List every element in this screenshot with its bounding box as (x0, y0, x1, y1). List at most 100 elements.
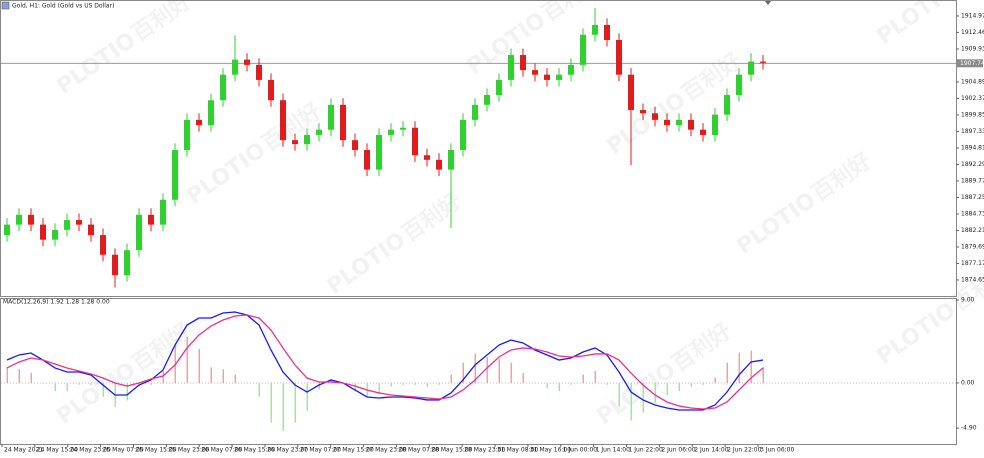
candle-body (436, 159, 442, 170)
candle-body (100, 235, 106, 255)
candle-body (388, 129, 394, 135)
macd-histogram-bar (126, 382, 128, 401)
macd-y-tick-label: 9.00 (961, 297, 975, 304)
x-tick-label: 25 May 15:00 (135, 447, 176, 454)
x-tick-label: 26 May 15:00 (234, 447, 275, 454)
candle-body (376, 134, 382, 170)
macd-y-tick-label: 0.00 (961, 379, 975, 386)
candle-body (148, 214, 154, 225)
x-tick-label: 24 May 23:00 (70, 447, 111, 454)
candle-body (316, 129, 322, 135)
macd-histogram-bar (234, 374, 236, 383)
candle-body (268, 79, 274, 101)
candle-body (712, 114, 718, 135)
candle-body (616, 39, 622, 75)
candle-body (172, 149, 178, 200)
macd-histogram-bar (570, 382, 572, 385)
macd-histogram-bar (750, 350, 752, 383)
y-tick-label: 1914.97 (961, 12, 984, 19)
x-tick-label: 1 Jun 22:00 (629, 447, 663, 454)
x-tick-label: 24 May 15:00 (37, 447, 78, 454)
macd-histogram-bar (222, 369, 224, 383)
candle-body (520, 55, 526, 71)
macd-histogram-bar (390, 382, 392, 387)
x-tick-label: 2 Jun 14:00 (694, 447, 728, 454)
candle-body (52, 229, 58, 240)
candle-body (16, 214, 22, 225)
y-tick-label: 1874.65 (961, 276, 984, 283)
x-tick-label: 3 Jun 06:00 (760, 447, 794, 454)
y-tick-label: 1882.21 (961, 227, 984, 234)
macd-histogram-bar (450, 374, 452, 383)
macd-histogram-bar (270, 382, 272, 423)
y-tick-label: 1909.93 (961, 45, 984, 52)
candle-body (352, 140, 358, 150)
macd-histogram-bar (738, 352, 740, 383)
candle-body (556, 74, 562, 80)
macd-histogram-bar (162, 371, 164, 383)
macd-histogram-bar (642, 382, 644, 413)
candle-body (640, 110, 646, 114)
candle-body (412, 127, 418, 156)
macd-histogram-bar (378, 382, 380, 394)
macd-histogram-bar (534, 382, 536, 384)
macd-line (6, 314, 764, 410)
x-tick-label: 31 May 16:00 (530, 447, 571, 454)
candle-body (676, 119, 682, 126)
candle-body (532, 70, 538, 75)
x-tick-label: 31 May 08:00 (497, 447, 538, 454)
candle-body (484, 94, 490, 105)
macd-histogram-bar (654, 382, 656, 404)
candle-body (136, 214, 142, 251)
y-tick-label: 1904.89 (961, 78, 984, 85)
candle-body (424, 155, 430, 160)
macd-histogram-bar (726, 362, 728, 383)
macd-histogram-bar (354, 382, 356, 392)
candle-body (28, 214, 34, 225)
macd-histogram-bar (186, 336, 188, 383)
candle-body (304, 134, 310, 145)
candle-body (664, 119, 670, 126)
x-tick-label: 28 May 07:00 (398, 447, 439, 454)
candle-body (760, 61, 766, 63)
x-tick-label: 25 May 07:00 (103, 447, 144, 454)
candle-body (592, 24, 598, 35)
x-tick-label: 1 Jun 14:00 (596, 447, 630, 454)
y-tick-label: 1897.33 (961, 128, 984, 135)
candle-body (688, 119, 694, 130)
candle-body (208, 100, 214, 126)
macd-y-tick-label: -4.90 (961, 425, 977, 432)
candle-body (364, 149, 370, 170)
macd-histogram-bar (546, 382, 548, 389)
y-tick-label: 1884.73 (961, 210, 984, 217)
macd-histogram-bar (6, 367, 8, 383)
x-tick-label: 2 Jun 22:00 (727, 447, 761, 454)
macd-histogram-bar (18, 369, 20, 383)
candle-body (580, 34, 586, 65)
y-tick-label: 1877.17 (961, 260, 984, 267)
macd-histogram-bar (102, 382, 104, 397)
macd-histogram-bar (630, 382, 632, 421)
candle-body (340, 104, 346, 141)
y-tick-label: 1894.81 (961, 144, 984, 151)
candle-body (628, 74, 634, 111)
macd-histogram-bar (498, 359, 500, 383)
candle-body (160, 199, 166, 225)
macd-histogram-bar (174, 343, 176, 383)
macd-histogram-bar (210, 367, 212, 383)
candle-body (700, 129, 706, 135)
candle-body (652, 113, 658, 120)
macd-histogram-bar (702, 382, 704, 385)
macd-histogram-bar (246, 382, 248, 384)
y-tick-label: 1879.69 (961, 243, 984, 250)
macd-histogram-bar (30, 372, 32, 383)
macd-histogram-bar (318, 382, 320, 390)
macd-histogram-bar (594, 371, 596, 383)
macd-histogram-bar (258, 382, 260, 397)
candle-body (64, 220, 70, 230)
candle-body (124, 250, 130, 276)
candle-body (508, 55, 514, 80)
x-tick-label: 28 May 15:00 (431, 447, 472, 454)
macd-histogram-bar (426, 382, 428, 387)
macd-histogram-bar (606, 382, 608, 385)
